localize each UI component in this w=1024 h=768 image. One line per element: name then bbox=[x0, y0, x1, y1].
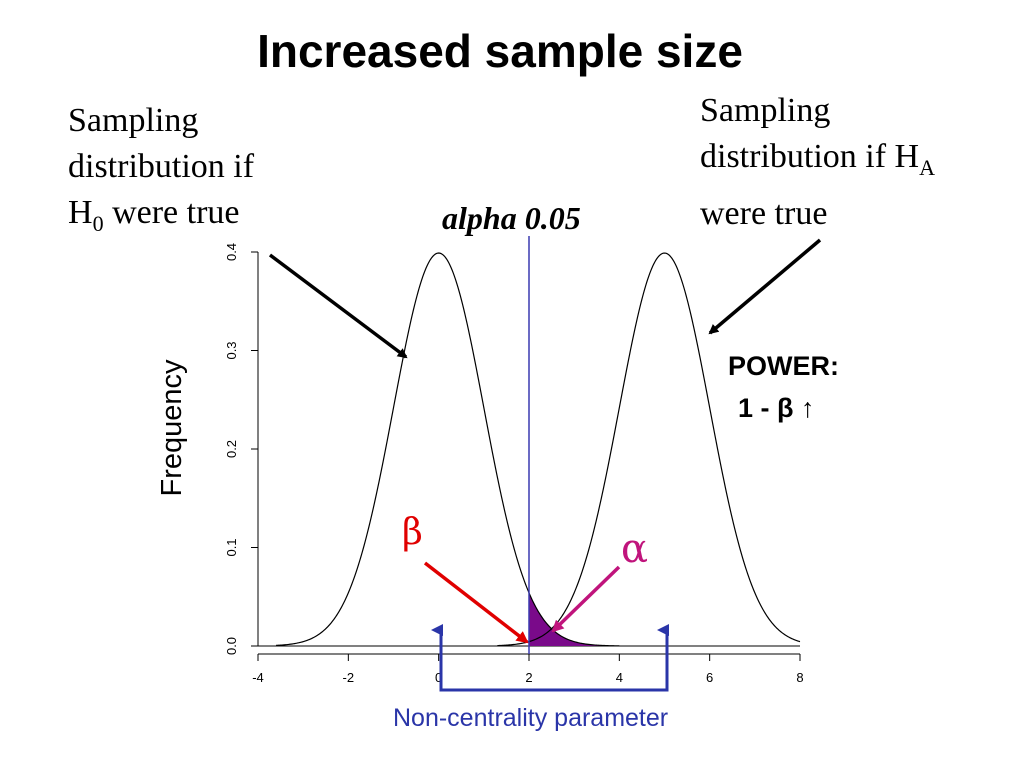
alpha-level-label: alpha 0.05 bbox=[442, 200, 581, 236]
h0-pointer-arrow bbox=[268, 253, 408, 359]
x-tick-label: -2 bbox=[343, 670, 355, 685]
y-axis-label: Frequency bbox=[156, 359, 188, 497]
x-tick-label: 8 bbox=[796, 670, 803, 685]
h0-label-line2: distribution if bbox=[68, 148, 255, 185]
ncp-label: Non-centrality parameter bbox=[393, 704, 669, 732]
h0-label-line1: Sampling bbox=[68, 102, 199, 139]
y-tick-label: 0.1 bbox=[224, 538, 239, 556]
x-tick-label: 2 bbox=[525, 670, 532, 685]
chart-axes: 0.0 0.1 0.2 0.3 0.4 -4 -2 0 2 4 6 8 bbox=[224, 243, 804, 685]
power-label: POWER: 1 - β ↑ bbox=[728, 345, 839, 429]
y-tick-label: 0.0 bbox=[224, 637, 239, 655]
x-tick-label: 6 bbox=[706, 670, 713, 685]
power-line1: POWER: bbox=[728, 351, 839, 381]
beta-symbol: β bbox=[402, 512, 423, 553]
ha-label-line2: distribution if HA bbox=[700, 138, 935, 180]
alpha-region-shading bbox=[529, 592, 620, 646]
slide-title: Increased sample size bbox=[257, 25, 743, 77]
ha-pointer-arrow bbox=[708, 238, 822, 335]
alpha-symbol: α bbox=[621, 526, 649, 572]
h0-distribution-label: Sampling distribution if H0 were true bbox=[68, 98, 254, 247]
x-tick-label: 0 bbox=[435, 670, 442, 685]
y-tick-label: 0.2 bbox=[224, 440, 239, 458]
alpha-pointer-arrow bbox=[551, 565, 621, 633]
ha-distribution-label: Sampling distribution if HA were true bbox=[700, 88, 935, 237]
ha-label-line1: Sampling bbox=[700, 92, 831, 129]
x-tick-label: -4 bbox=[252, 670, 264, 685]
y-tick-label: 0.3 bbox=[224, 341, 239, 359]
h0-density-curve bbox=[276, 252, 620, 647]
power-line2: 1 - β ↑ bbox=[738, 393, 815, 423]
ncp-bracket bbox=[431, 624, 669, 692]
x-tick-label: 4 bbox=[616, 670, 623, 685]
h0-label-line3: H0 were true bbox=[68, 194, 240, 236]
ha-label-line3: were true bbox=[700, 194, 828, 232]
ha-density-curve bbox=[497, 252, 801, 647]
y-tick-label: 0.4 bbox=[224, 243, 239, 261]
